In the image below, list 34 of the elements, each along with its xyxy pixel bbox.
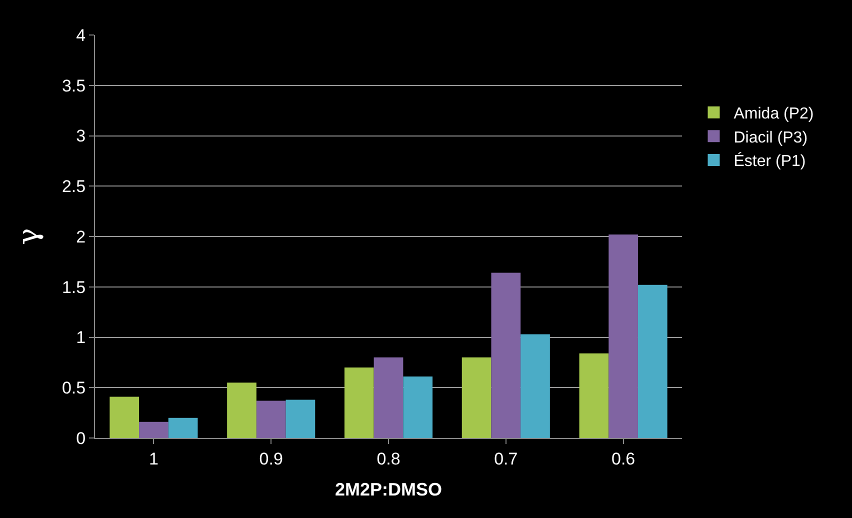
y-tick-label: 3.5: [62, 76, 86, 96]
y-tick-label: 0.5: [62, 378, 86, 398]
bar: [638, 284, 668, 438]
y-tick-label: 1: [76, 328, 86, 348]
bar: [491, 272, 521, 438]
bar: [139, 422, 168, 438]
bar: [168, 418, 198, 438]
x-tick-label: 0.7: [494, 449, 518, 468]
x-tick-label: 1: [148, 449, 158, 468]
bar: [374, 357, 404, 438]
bar: [462, 357, 492, 438]
bar: [520, 334, 550, 438]
bar: [344, 367, 374, 438]
x-tick-label: 0.9: [259, 449, 283, 468]
y-tick-label: 1.5: [62, 278, 86, 297]
bar: [608, 234, 638, 438]
y-tick-label: 2.5: [62, 177, 86, 196]
bar: [256, 400, 286, 438]
x-tick-label: 0.8: [376, 449, 400, 468]
bar: [403, 376, 433, 438]
bar: [286, 400, 316, 438]
y-tick-label: 3: [76, 126, 86, 146]
legend-label: Diacil (P3): [734, 129, 808, 146]
x-axis-title: 2M2P:DMSO: [334, 480, 442, 500]
legend-label: Éster (P1): [734, 152, 806, 170]
y-tick-label: 0: [76, 428, 86, 448]
bar: [579, 353, 609, 438]
y-tick-label: 4: [76, 26, 86, 45]
legend-label: Amida (P2): [734, 106, 814, 123]
bar: [110, 396, 140, 438]
y-axis-title: γ: [12, 228, 45, 245]
y-tick-label: 2: [76, 227, 86, 246]
x-tick-label: 0.6: [611, 449, 636, 468]
bar: [227, 382, 256, 438]
